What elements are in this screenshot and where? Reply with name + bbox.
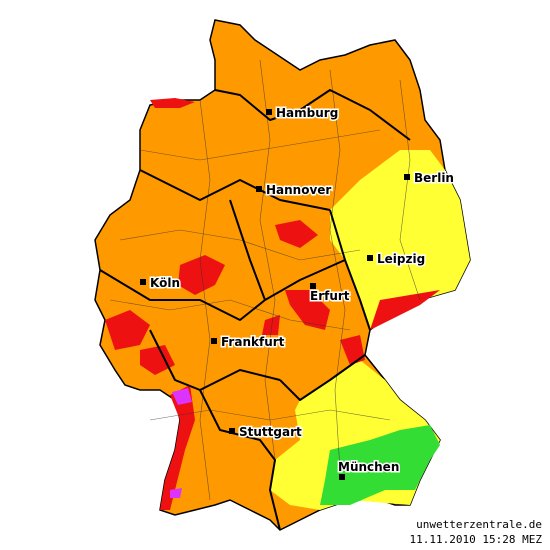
city-label: Erfurt (310, 289, 350, 303)
region-red (105, 98, 440, 510)
germany-map (94, 19, 471, 531)
city-dot (229, 428, 235, 434)
region-green (320, 425, 440, 505)
city-dot (256, 186, 262, 192)
city-label: Frankfurt (221, 335, 285, 349)
city-dot (310, 283, 316, 289)
city-dot (140, 279, 146, 285)
state-borders (99, 89, 411, 531)
city-dot (266, 109, 272, 115)
city-label: Leipzig (377, 252, 425, 266)
footer-site: unwetterzentrale.de (416, 518, 542, 531)
city-label: Stuttgart (239, 425, 302, 439)
city-dot (367, 255, 373, 261)
city-label: München (338, 460, 399, 474)
city-dot (339, 474, 345, 480)
city-label: Hannover (266, 183, 331, 197)
city-label: Hamburg (276, 106, 338, 120)
city-label: Berlin (414, 171, 454, 185)
city-dot (404, 174, 410, 180)
city-dot (211, 338, 217, 344)
city-markers: Hamburg Berlin Hannover Leipzig Köln Erf… (140, 105, 455, 480)
footer-timestamp: 11.11.2010 15:28 MEZ (410, 533, 543, 546)
region-magenta (170, 388, 192, 498)
city-label: Köln (150, 276, 180, 290)
county-borders (109, 59, 421, 501)
